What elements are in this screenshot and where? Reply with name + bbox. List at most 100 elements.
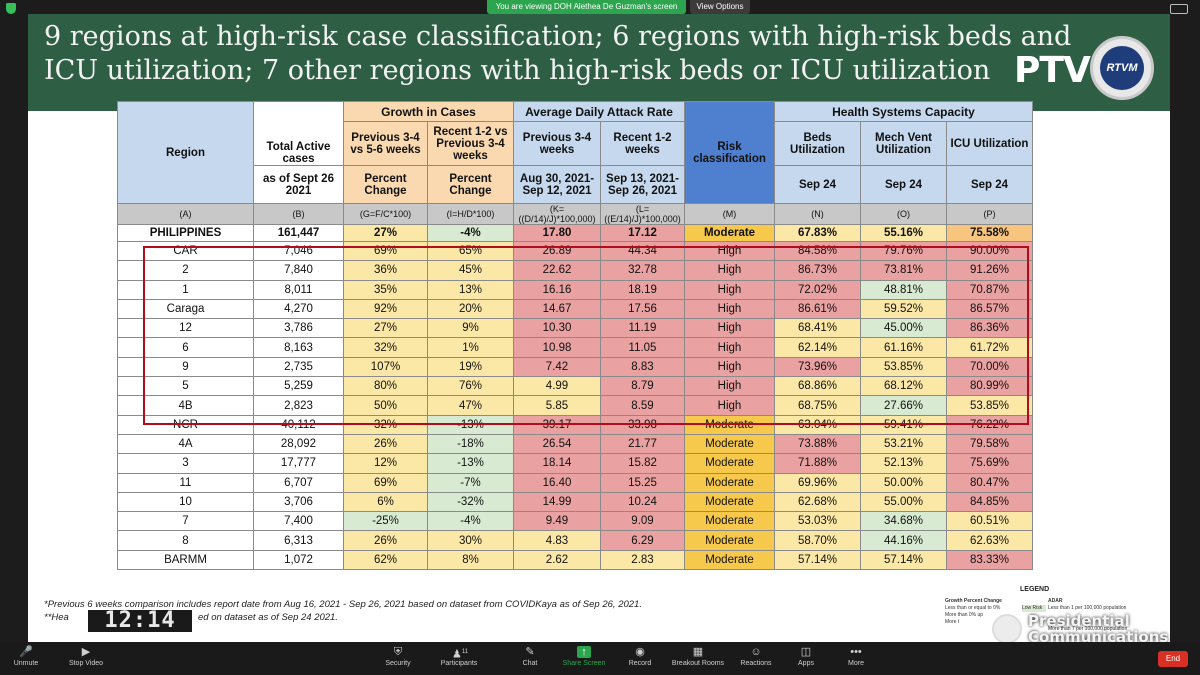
cell-icu: 83.33% xyxy=(946,549,1033,571)
cell-beds: 63.04% xyxy=(774,414,861,435)
stop-video-button[interactable]: ▶ Stop Video xyxy=(56,644,116,674)
cell-recent: -13% xyxy=(427,414,514,435)
record-button[interactable]: ◉ Record xyxy=(610,644,670,674)
cell-risk: High xyxy=(684,356,775,378)
mic-off-icon: 🎤 xyxy=(19,646,33,658)
cell-icu: 86.36% xyxy=(946,318,1033,339)
cell-adar-prev: 39.17 xyxy=(513,414,601,435)
national-summary-row: PHILIPPINES 161,447 27% -4% 17.80 17.12 Modera… xyxy=(117,224,1033,242)
cell-risk: High xyxy=(684,260,775,281)
cell-mech: 50.00% xyxy=(860,472,947,493)
cell-prev: -25% xyxy=(343,511,428,532)
cell-region: 1 xyxy=(117,279,254,300)
unmute-button[interactable]: 🎤 Unmute xyxy=(0,644,56,674)
cell-risk: Moderate xyxy=(684,549,775,571)
cell-adar-prev: 10.30 xyxy=(513,318,601,339)
cell-beds: 72.02% xyxy=(774,279,861,300)
cell-adar-recent: 10.24 xyxy=(600,491,685,513)
legend-adar-2: More than 7 per 100,000 population xyxy=(1048,626,1128,632)
legend-title: LEGEND xyxy=(1020,586,1050,593)
cell-region: NCR xyxy=(117,414,254,435)
cell-icu: 76.22% xyxy=(946,414,1033,435)
slide-title-line2: ICU utilization; 7 other regions with hi… xyxy=(44,55,991,86)
cell-beds: 86.73% xyxy=(774,260,861,281)
table-row: 1 8,011 35% 13% 16.16 18.19 High 72.02% 48.81% 70… xyxy=(117,279,1033,300)
encryption-shield-icon[interactable] xyxy=(6,3,16,14)
cell-region: 4B xyxy=(117,395,254,416)
security-label: Security xyxy=(385,660,411,667)
apps-button[interactable]: ◫ Apps xyxy=(776,644,836,674)
cell-adar-prev: 2.62 xyxy=(513,549,601,571)
cell-active: 4,270 xyxy=(253,298,344,320)
cell-prev: 80% xyxy=(343,376,428,397)
table-row: Caraga 4,270 92% 20% 14.67 17.56 High 86.61% 59.… xyxy=(117,298,1033,320)
cell-recent: 8% xyxy=(427,549,514,571)
cell-prev: 32% xyxy=(343,414,428,435)
cell-mech: 73.81% xyxy=(860,260,947,281)
legend-adar-head: ADAR xyxy=(1048,598,1063,604)
cell-icu: 79.58% xyxy=(946,433,1033,455)
cell-icu: 70.00% xyxy=(946,356,1033,378)
cell-icu: 75.69% xyxy=(946,453,1033,474)
shield-icon: ⛨ xyxy=(393,646,403,658)
legend-low-risk: Low Risk xyxy=(1022,605,1046,612)
cell-recent: -13% xyxy=(427,453,514,474)
cell-recent: 76% xyxy=(427,376,514,397)
header-mech-date: Sep 24 xyxy=(860,165,947,204)
cell-recent: 30% xyxy=(427,530,514,551)
cell-mech: 34.68% xyxy=(860,511,947,532)
legend-growth-1: Less than or equal to 0% xyxy=(945,605,1001,611)
header-beds-date: Sep 24 xyxy=(774,165,861,204)
cell-risk: Moderate xyxy=(684,433,775,455)
cell-adar-recent: 6.29 xyxy=(600,530,685,551)
cell-mech: 59.41% xyxy=(860,414,947,435)
cell-risk: High xyxy=(684,395,775,416)
formula-cell: (L=((E/14)/J)*100,000) xyxy=(600,203,685,225)
record-icon: ◉ xyxy=(635,646,645,658)
fullscreen-icon[interactable] xyxy=(1170,4,1188,14)
table-body: PHILIPPINES 161,447 27% -4% 17.80 17.12 Modera… xyxy=(117,224,1033,571)
formula-cell: (I=H/D*100) xyxy=(427,203,514,225)
cell-active: 6,313 xyxy=(253,530,344,551)
cell-mech: 79.76% xyxy=(860,240,947,262)
end-meeting-button[interactable]: End xyxy=(1158,651,1188,667)
video-icon: ▶ xyxy=(81,646,91,658)
security-button[interactable]: ⛨ Security xyxy=(368,644,428,674)
legend-growth-head: Growth Percent Change xyxy=(945,598,1002,604)
cell-prev: 69% xyxy=(343,240,428,262)
more-button[interactable]: ••• More xyxy=(826,644,886,674)
participants-button[interactable]: ♟11 Participants xyxy=(429,644,489,674)
footnote-2a: **Hea xyxy=(44,612,69,623)
header-beds: Beds Utilization xyxy=(774,121,861,166)
cell-region: CAR xyxy=(117,240,254,262)
cell-risk: High xyxy=(684,318,775,339)
cell-recent: -4% xyxy=(427,224,514,242)
cell-icu: 60.51% xyxy=(946,511,1033,532)
cell-risk: Moderate xyxy=(684,224,775,242)
share-screen-button[interactable]: ↑ Share Screen xyxy=(554,644,614,674)
chat-button[interactable]: ✎ Chat xyxy=(500,644,560,674)
share-screen-label: Share Screen xyxy=(562,660,606,667)
header-icu: ICU Utilization xyxy=(946,121,1033,166)
cell-mech: 59.52% xyxy=(860,298,947,320)
formula-cell: (O) xyxy=(860,203,947,225)
table-row: 3 17,777 12% -13% 18.14 15.82 Moderate 71.88% 52… xyxy=(117,453,1033,474)
view-options-button[interactable]: View Options xyxy=(690,0,750,14)
ptv-logo: PTV xyxy=(1014,50,1091,91)
cell-mech: 53.85% xyxy=(860,356,947,378)
header-adar-recent: Recent 1-2 weeks xyxy=(600,121,685,166)
cell-mech: 61.16% xyxy=(860,337,947,358)
cell-adar-prev: 9.49 xyxy=(513,511,601,532)
cell-active: 2,823 xyxy=(253,395,344,416)
cell-adar-recent: 15.25 xyxy=(600,472,685,493)
cell-region: Caraga xyxy=(117,298,254,320)
reactions-button[interactable]: ☺ Reactions xyxy=(726,644,786,674)
formula-cell: (M) xyxy=(684,203,775,225)
cell-risk: High xyxy=(684,376,775,397)
cell-active: 3,786 xyxy=(253,318,344,339)
cell-recent: 65% xyxy=(427,240,514,262)
table-row: NCR 40,112 32% -13% 39.17 33.98 Moderate 63.04%… xyxy=(117,414,1033,435)
pcoo-watermark-line1: Presidential xyxy=(1028,612,1130,630)
formula-cell: (P) xyxy=(946,203,1033,225)
breakout-rooms-button[interactable]: ▦ Breakout Rooms xyxy=(668,644,728,674)
